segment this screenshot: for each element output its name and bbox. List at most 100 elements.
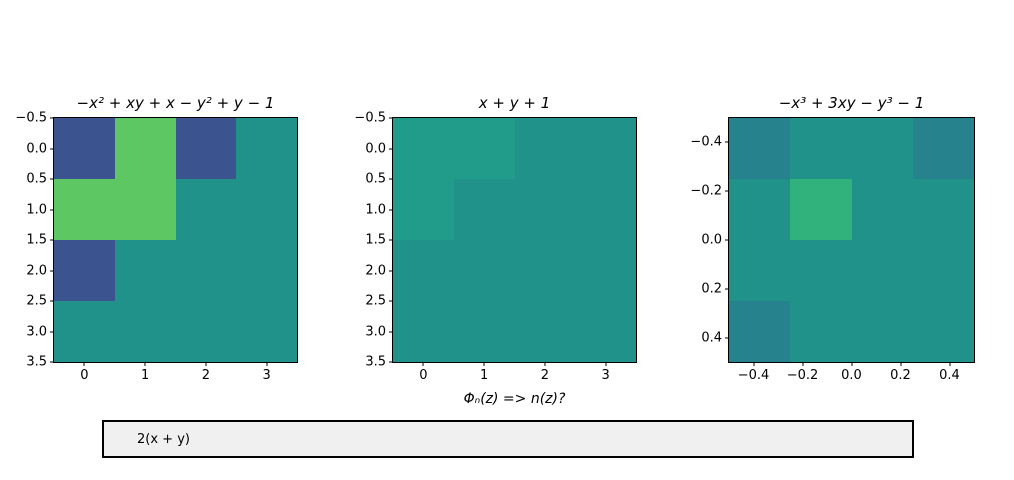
y-tick-mark: [50, 148, 54, 149]
heatmap-cell-r3c2: [851, 301, 913, 362]
y-tick-mark: [50, 209, 54, 210]
heatmap-axes-middle: x + y + 1 Φₙ(z) => n(z)? 0 1 2 3 −0.5 0.0 0.5 1…: [354, 96, 637, 406]
x-tick-label: −0.2: [786, 368, 819, 383]
y-tick-label: 2.0: [26, 263, 47, 278]
y-tick-mark: [389, 300, 393, 302]
heatmap-cell-r1c1: [114, 179, 176, 240]
x-tick-mark: [949, 362, 950, 366]
y-tick-label: 1.0: [365, 202, 386, 217]
heatmap-cell-r0c1: [790, 118, 852, 179]
heatmap-grid-right: [729, 118, 974, 362]
heatmap-cell-r1c3: [575, 179, 636, 240]
heatmap-grid-middle: [393, 118, 636, 362]
heatmap-cell-r2c0: [393, 240, 454, 301]
heatmap-cell-r3c3: [912, 301, 974, 362]
y-tick-label: 3.0: [365, 324, 386, 339]
x-tick-mark: [802, 362, 803, 366]
y-tick-mark: [725, 239, 729, 241]
chart-title-right: −x³ + 3xy − y³ − 1: [778, 94, 925, 112]
heatmap-cell-r1c3: [236, 179, 297, 240]
x-tick-label: 0.4: [939, 368, 960, 383]
y-tick-label: −0.2: [690, 183, 722, 199]
heatmap-cell-r2c1: [453, 240, 515, 301]
heatmap-cell-r2c2: [851, 240, 913, 301]
heatmap-grid-left: [54, 118, 297, 362]
x-tick-label: 0.0: [841, 368, 862, 383]
heatmap-cell-r0c2: [514, 118, 576, 179]
y-tick-label: 1.0: [26, 202, 47, 217]
y-tick-mark: [389, 270, 393, 271]
y-tick-label: 0.0: [701, 232, 722, 248]
heatmap-cell-r1c2: [514, 179, 576, 240]
y-tick-mark: [50, 178, 54, 180]
y-tick-label: 2.5: [365, 293, 386, 309]
heatmap-cell-r3c0: [54, 301, 115, 362]
y-tick-label: 0.5: [26, 171, 47, 187]
y-tick-mark: [725, 337, 729, 339]
heatmap-cell-r3c1: [453, 301, 515, 362]
heatmap-cell-r3c0: [393, 301, 454, 362]
y-tick-mark: [725, 288, 729, 290]
heatmap-cell-r1c0: [54, 179, 115, 240]
heatmap-cell-r0c1: [453, 118, 515, 179]
heatmap-cell-r0c0: [393, 118, 454, 179]
x-tick-mark: [266, 362, 268, 366]
heatmap-cell-r0c2: [851, 118, 913, 179]
x-tick-mark: [83, 362, 85, 366]
heatmap-cell-r3c2: [514, 301, 576, 362]
heatmap-cell-r3c3: [575, 301, 636, 362]
y-tick-label: 0.0: [26, 141, 47, 156]
heatmap-cell-r0c3: [575, 118, 636, 179]
heatmap-cell-r1c1: [453, 179, 515, 240]
y-tick-mark: [389, 239, 393, 241]
x-tick-mark: [753, 362, 754, 366]
heatmap-cell-r3c1: [114, 301, 176, 362]
heatmap-cell-r0c3: [236, 118, 297, 179]
heatmap-axes-right: −x³ + 3xy − y³ − 1 −0.4 −0.2 0.0 0.2 0.4 −0.4…: [690, 96, 975, 382]
y-tick-mark: [50, 300, 54, 302]
x-tick-mark: [144, 362, 146, 366]
y-tick-mark: [389, 117, 393, 119]
y-tick-mark: [389, 148, 393, 149]
heatmap-cell-r2c0: [729, 240, 791, 301]
x-tick-mark: [205, 362, 207, 366]
heatmap-cell-r1c1: [790, 179, 852, 240]
x-tick-label: 1: [479, 368, 489, 383]
x-axis-label-question: Φₙ(z) => n(z)?: [463, 391, 566, 407]
heatmap-cell-r0c1: [114, 118, 176, 179]
x-tick-label: 0: [419, 368, 428, 383]
x-tick-label: 2: [540, 368, 550, 383]
y-tick-mark: [50, 239, 54, 241]
x-tick-mark: [851, 362, 852, 366]
y-tick-label: −0.5: [354, 110, 386, 126]
y-tick-mark: [725, 190, 729, 192]
y-tick-label: 3.0: [26, 324, 47, 339]
formula-input[interactable]: [102, 420, 914, 458]
heatmap-cell-r2c3: [236, 240, 297, 301]
heatmap-axes-left: −x² + xy + x − y² + y − 1 0 1 2 3 −0.5 0.0 0.5…: [15, 96, 298, 382]
y-tick-mark: [50, 331, 54, 332]
heatmap-cell-r0c3: [912, 118, 974, 179]
heatmap-cell-r1c0: [393, 179, 454, 240]
heatmap-cell-r1c0: [729, 179, 791, 240]
y-tick-mark: [50, 117, 54, 119]
heatmap-cell-r2c1: [790, 240, 852, 301]
y-tick-mark: [725, 141, 729, 143]
heatmap-cell-r2c2: [514, 240, 576, 301]
heatmap-cell-r0c2: [175, 118, 237, 179]
x-tick-label: 0: [80, 368, 89, 383]
x-tick-mark: [605, 362, 607, 366]
y-tick-label: 0.0: [365, 141, 386, 156]
heatmap-cell-r2c3: [575, 240, 636, 301]
y-tick-label: 1.5: [365, 232, 386, 248]
y-tick-label: 3.5: [26, 354, 47, 370]
heatmap-cell-r2c1: [114, 240, 176, 301]
y-tick-label: 0.4: [701, 330, 722, 346]
heatmap-cell-r2c2: [175, 240, 237, 301]
y-tick-label: 2.5: [26, 293, 47, 309]
heatmap-cell-r1c3: [912, 179, 974, 240]
x-tick-mark: [544, 362, 546, 366]
chart-title-middle: x + y + 1: [478, 94, 551, 112]
x-tick-label: 0.2: [890, 368, 911, 383]
